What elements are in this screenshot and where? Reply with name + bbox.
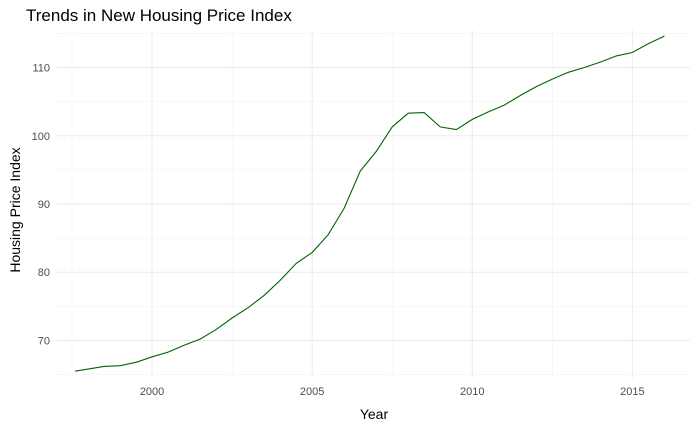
x-tick-label: 2015 — [620, 386, 644, 398]
series-line — [75, 35, 665, 372]
chart-title: Trends in New Housing Price Index — [26, 6, 292, 25]
x-tick-label: 2005 — [300, 386, 324, 398]
y-tick-label: 90 — [38, 199, 50, 211]
x-tick-label: 2010 — [460, 386, 484, 398]
y-tick-label: 70 — [38, 335, 50, 347]
y-tick-label: 100 — [32, 131, 50, 143]
y-tick-label: 110 — [32, 63, 50, 75]
x-axis-label: Year — [359, 406, 389, 422]
y-tick-label: 80 — [38, 267, 50, 279]
x-tick-label: 2000 — [140, 386, 164, 398]
